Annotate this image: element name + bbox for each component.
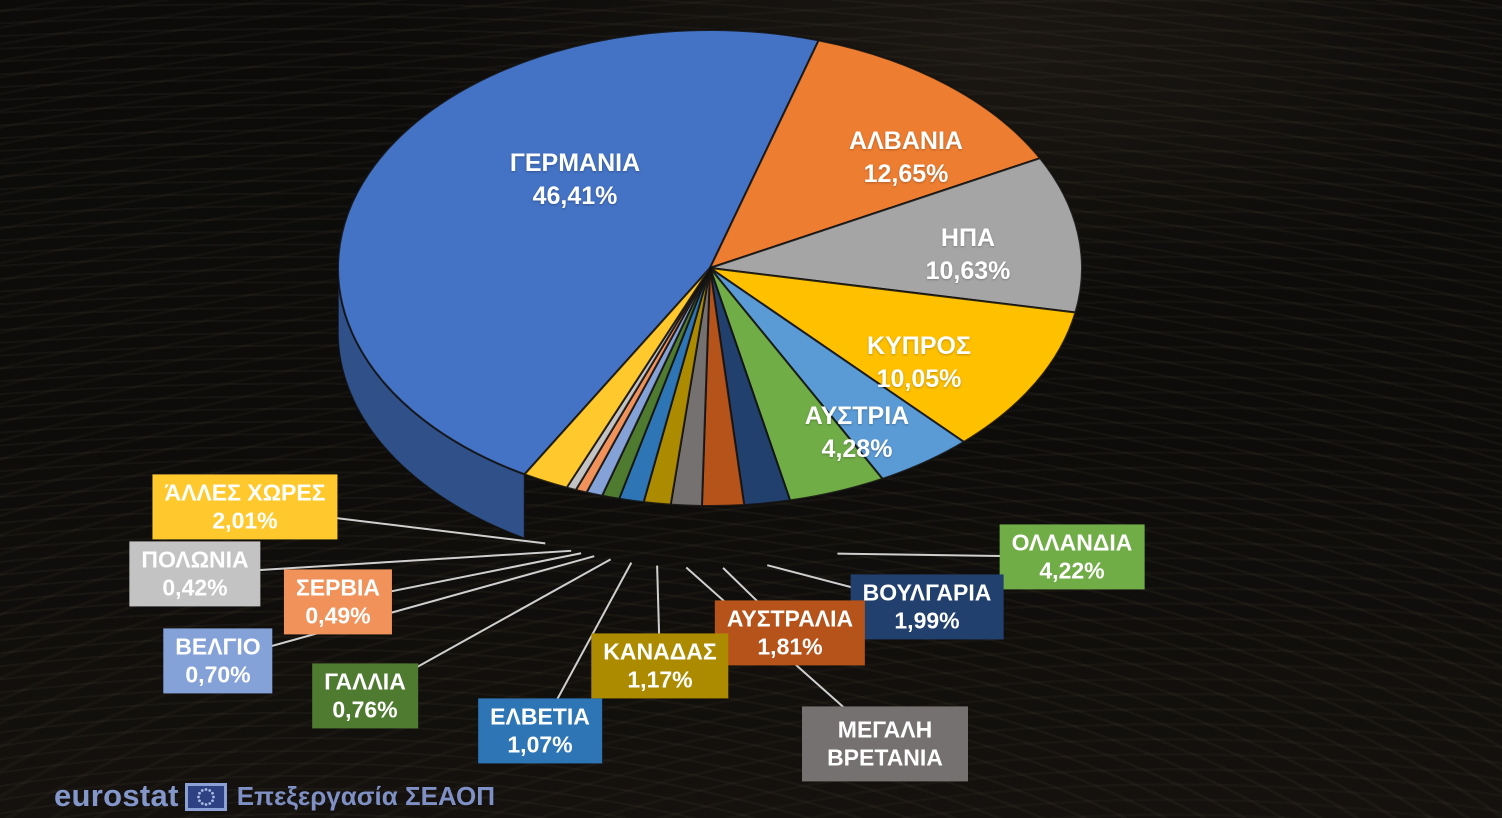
slice-label-cyprus: ΚΥΠΡΟΣ 10,05%	[867, 330, 971, 396]
slice-name: ΑΥΣΤΡΑΛΙΑ	[726, 605, 854, 632]
slice-value: 46,41%	[532, 182, 618, 210]
slice-value: 1,99%	[894, 607, 960, 633]
slice-value: 0,70%	[185, 661, 251, 687]
slice-value: 4,22%	[1039, 557, 1105, 583]
label-box-belgium: ΒΕΛΓΙΟ 0,70%	[163, 628, 273, 694]
label-box-serbia: ΣΕΡΒΙΑ 0,49%	[283, 569, 393, 635]
slice-value: 2,01%	[212, 507, 278, 533]
slice-name: ΠΟΛΩΝΙΑ	[141, 546, 249, 573]
slice-name: ΒΕΛΓΙΟ	[175, 633, 261, 660]
slice-label-usa: ΗΠΑ 10,63%	[926, 222, 1011, 288]
slice-value: 0,49%	[305, 602, 371, 628]
slice-name: ΒΟΥΛΓΑΡΙΑ	[862, 579, 992, 606]
label-box-switzerland: ΕΛΒΕΤΙΑ 1,07%	[478, 698, 602, 764]
footer-caption: Επεξεργασία ΣΕΑΟΠ	[236, 780, 495, 811]
eu-flag-icon	[184, 782, 227, 811]
slice-value: 1,17%	[627, 666, 693, 692]
slice-name: ΑΛΒΑΝΙΑ	[849, 127, 963, 155]
label-box-poland: ΠΟΛΩΝΙΑ 0,42%	[129, 541, 261, 607]
slice-name: ΕΛΒΕΤΙΑ	[490, 703, 590, 730]
slice-value: 4,28%	[821, 435, 893, 463]
slice-name: ΗΠΑ	[940, 224, 996, 252]
label-box-france: ΓΑΛΛΙΑ 0,76%	[312, 663, 418, 729]
slice-value: 0,42%	[162, 574, 228, 600]
slice-value: 0,76%	[332, 696, 398, 722]
label-box-netherlands: ΟΛΛΑΝΔΙΑ 4,22%	[999, 524, 1145, 590]
label-box-other-countries: ΆΛΛΕΣ ΧΩΡΕΣ 2,01%	[152, 474, 338, 540]
slice-value: 1,07%	[507, 731, 573, 757]
slice-value: 1,81%	[757, 633, 823, 659]
slice-name: ΓΕΡΜΑΝΙΑ	[509, 149, 641, 177]
slice-value: 10,05%	[876, 365, 962, 393]
eurostat-logo: eurostat	[54, 778, 179, 813]
source-line: eurostat Επεξεργασία ΣΕΑΟΠ	[54, 780, 495, 811]
slice-name: ΓΑΛΛΙΑ	[324, 668, 406, 695]
label-box-bulgaria: ΒΟΥΛΓΑΡΙΑ 1,99%	[850, 574, 1004, 640]
label-box-great-britain: ΜΕΓΑΛΗ ΒΡΕΤΑΝΙΑ	[802, 706, 968, 782]
label-box-canada: ΚΑΝΑΔΑΣ 1,17%	[591, 633, 729, 699]
slice-name: ΣΕΡΒΙΑ	[295, 574, 381, 601]
slice-label-germany: ΓΕΡΜΑΝΙΑ 46,41%	[510, 147, 640, 213]
slice-name: ΚΥΠΡΟΣ	[867, 332, 971, 360]
slice-name: ΆΛΛΕΣ ΧΩΡΕΣ	[164, 479, 326, 506]
slice-name: ΟΛΛΑΝΔΙΑ	[1011, 529, 1133, 556]
slice-name: ΜΕΓΑΛΗ ΒΡΕΤΑΝΙΑ	[827, 716, 943, 770]
slice-name: ΑΥΣΤΡΙΑ	[804, 402, 910, 430]
slice-value: 10,63%	[925, 257, 1011, 285]
slice-value: 12,65%	[863, 160, 949, 188]
slice-name: ΚΑΝΑΔΑΣ	[603, 638, 717, 665]
slice-label-austria: ΑΥΣΤΡΙΑ 4,28%	[805, 400, 909, 466]
label-box-australia: ΑΥΣΤΡΑΛΙΑ 1,81%	[714, 600, 866, 666]
slice-label-albania: ΑΛΒΑΝΙΑ 12,65%	[849, 125, 963, 191]
